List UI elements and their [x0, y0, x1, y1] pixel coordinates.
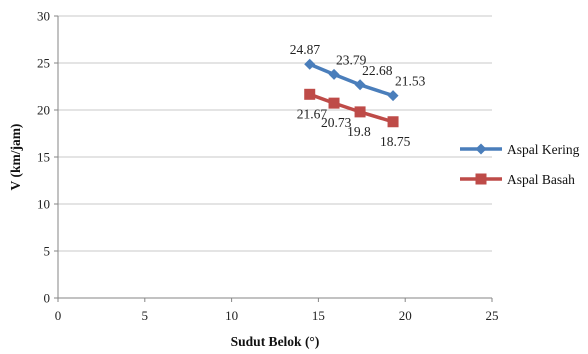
grid-lines: [58, 15, 492, 252]
data-label: 21.53: [395, 74, 426, 89]
x-tick-labels: 0 5 10 15 20 25: [55, 308, 499, 323]
axes: [54, 15, 493, 302]
series-layer: [304, 58, 399, 128]
y-tick-label: 10: [37, 197, 50, 212]
x-tick-label: 15: [312, 308, 325, 323]
legend-label: Aspal Basah: [507, 172, 575, 187]
y-tick-label: 30: [37, 9, 50, 24]
y-tick-labels: 0 5 10 15 20 25 30: [37, 9, 50, 306]
x-tick-label: 0: [55, 308, 62, 323]
y-tick-label: 15: [37, 150, 50, 165]
y-tick-label: 5: [44, 244, 51, 259]
point-marker: [328, 68, 340, 80]
legend: Aspal Kering Aspal Basah: [460, 142, 580, 187]
data-label: 24.87: [290, 42, 321, 57]
point-marker: [304, 58, 316, 70]
legend-marker: [475, 173, 487, 185]
y-axis-title: V (km/jam): [8, 124, 23, 191]
x-tick-label: 20: [399, 308, 412, 323]
x-tick-label: 10: [225, 308, 238, 323]
point-marker: [387, 90, 399, 102]
data-label: 21.67: [297, 106, 328, 121]
y-tick-label: 25: [37, 56, 50, 71]
point-marker: [354, 106, 366, 118]
y-tick-label: 20: [37, 103, 50, 118]
x-axis-title: Sudut Belok (°): [231, 334, 320, 349]
data-label: 18.75: [380, 134, 411, 149]
point-marker: [304, 88, 316, 100]
data-label: 22.68: [362, 63, 393, 78]
data-label: 23.79: [336, 52, 367, 67]
x-tick-label: 5: [142, 308, 149, 323]
series-line-1: [309, 92, 394, 124]
x-tick-label: 25: [486, 308, 499, 323]
data-label: 19.8: [347, 124, 371, 139]
point-marker: [328, 97, 340, 109]
legend-label: Aspal Kering: [507, 142, 580, 157]
y-tick-label: 0: [44, 291, 51, 306]
series-line-0: [309, 62, 394, 98]
legend-marker: [475, 143, 487, 155]
point-marker: [387, 116, 399, 128]
point-marker: [354, 79, 366, 91]
data-label: 20.73: [321, 115, 352, 130]
